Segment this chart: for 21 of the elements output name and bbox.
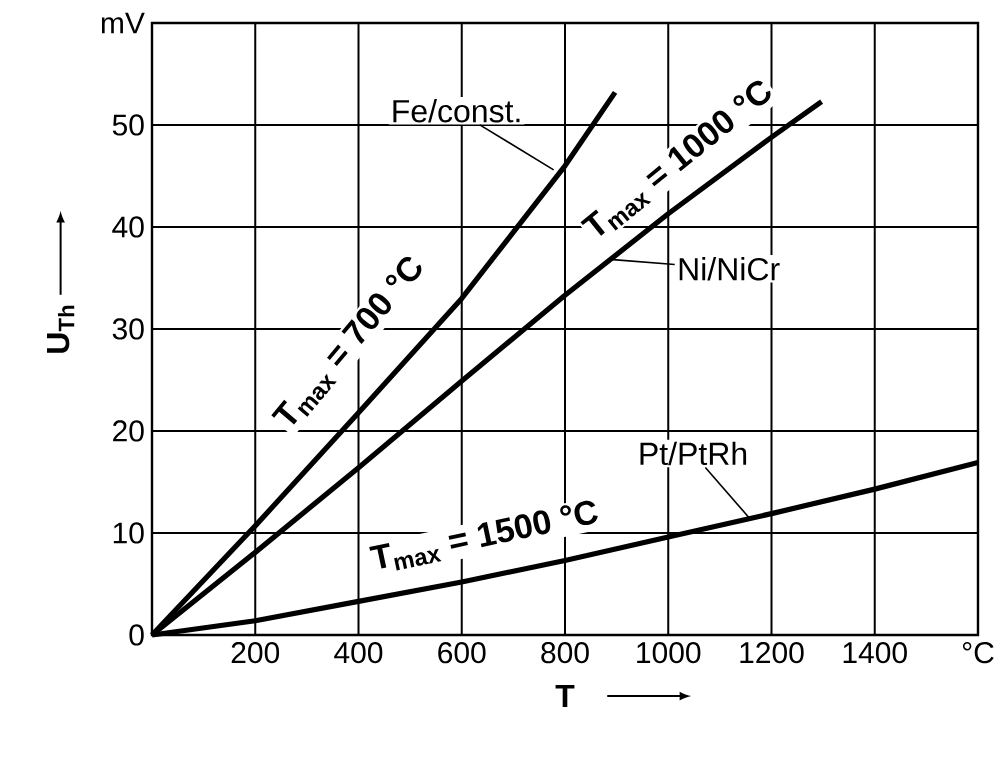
y-tick-label: mV xyxy=(101,12,145,34)
y-tick-label: 20 xyxy=(113,420,144,442)
y-tick-label: 0 xyxy=(129,624,144,646)
y-tick-label: 10 xyxy=(113,522,144,544)
y-tick-label: 40 xyxy=(112,216,144,238)
y-tick-label: 30 xyxy=(112,318,144,340)
series-label: Pt/PtRh xyxy=(640,441,747,466)
x-tick-label: 600 xyxy=(438,642,486,664)
legend-label: Ni/NiCr xyxy=(679,257,780,281)
y-tick-label: 50 xyxy=(112,114,144,136)
annotation: T$_{max}$ = 1500 °C xyxy=(369,500,598,571)
x-tick-label: 1200 xyxy=(740,642,804,664)
x-tick-label: 200 xyxy=(231,642,280,664)
x-axis-title: T xyxy=(555,685,575,708)
x-tick-label: 1400 xyxy=(843,642,907,664)
x-tick-label: 800 xyxy=(541,642,589,664)
x-tick-label: 1000 xyxy=(637,642,701,664)
series-label: Fe/const. xyxy=(393,98,520,123)
y-axis-title: U$_{Th}$ xyxy=(47,305,75,353)
x-tick-label: 400 xyxy=(334,642,383,664)
x-tick-label: °C xyxy=(962,642,994,664)
